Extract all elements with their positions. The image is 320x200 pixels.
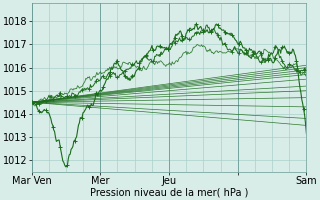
X-axis label: Pression niveau de la mer( hPa ): Pression niveau de la mer( hPa ) xyxy=(90,187,248,197)
